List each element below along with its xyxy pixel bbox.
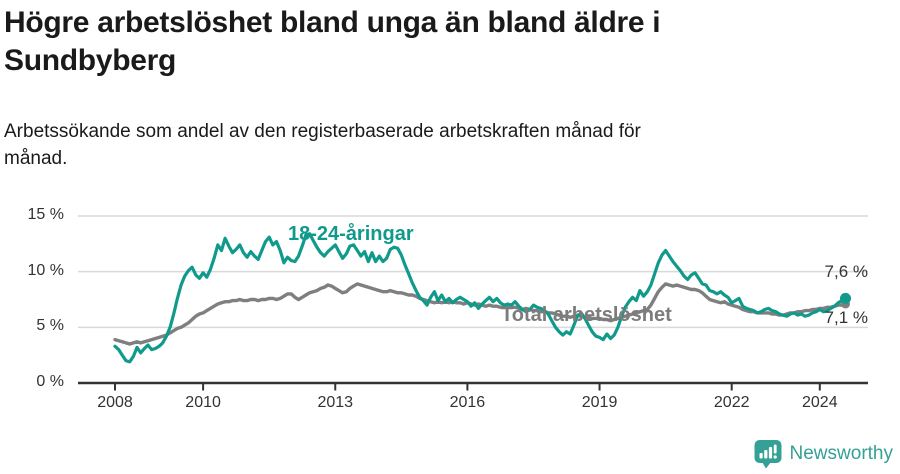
series-label-youth: 18-24-åringar: [288, 223, 414, 245]
x-tick-label-2016: 2016: [449, 394, 486, 411]
series-youth-end-dot: [839, 292, 851, 304]
x-tick-label-2022: 2022: [713, 394, 750, 411]
end-value-label-youth: 7,6 %: [824, 262, 868, 281]
end-value-label-total: 7,1 %: [824, 308, 868, 327]
x-tick-label-2008: 2008: [97, 394, 133, 411]
y-tick-label-5: 5 %: [36, 317, 64, 335]
brand-footer: Newsworthy: [754, 439, 893, 469]
x-tick-label-2024: 2024: [802, 394, 838, 411]
chart-subtitle: Arbetssökande som andel av den registerb…: [4, 118, 764, 172]
newsworthy-bar-chart-bubble-icon: [754, 440, 782, 469]
x-tick-label-2013: 2013: [317, 394, 354, 411]
series-total-line: [113, 282, 848, 346]
title-line-2: Sundbyberg: [4, 44, 177, 77]
y-tick-label-10: 10 %: [27, 261, 64, 279]
y-tick-label-0: 0 %: [36, 373, 64, 390]
x-tick-label-2019: 2019: [581, 394, 618, 411]
subtitle-line-1: Arbetssökande som andel av den registerb…: [4, 121, 641, 142]
x-tick-label-2010: 2010: [185, 394, 221, 411]
y-tick-label-15: 15 %: [27, 206, 64, 223]
title-line-1: Högre arbetslöshet bland unga än bland ä…: [4, 6, 661, 39]
subtitle-line-2: månad.: [4, 148, 68, 169]
brand-name: Newsworthy: [789, 443, 893, 464]
page-title: Högre arbetslöshet bland unga än bland ä…: [4, 4, 884, 80]
series-label-total: Total arbetslöshet: [501, 304, 672, 326]
series-youth-line: [113, 232, 848, 364]
